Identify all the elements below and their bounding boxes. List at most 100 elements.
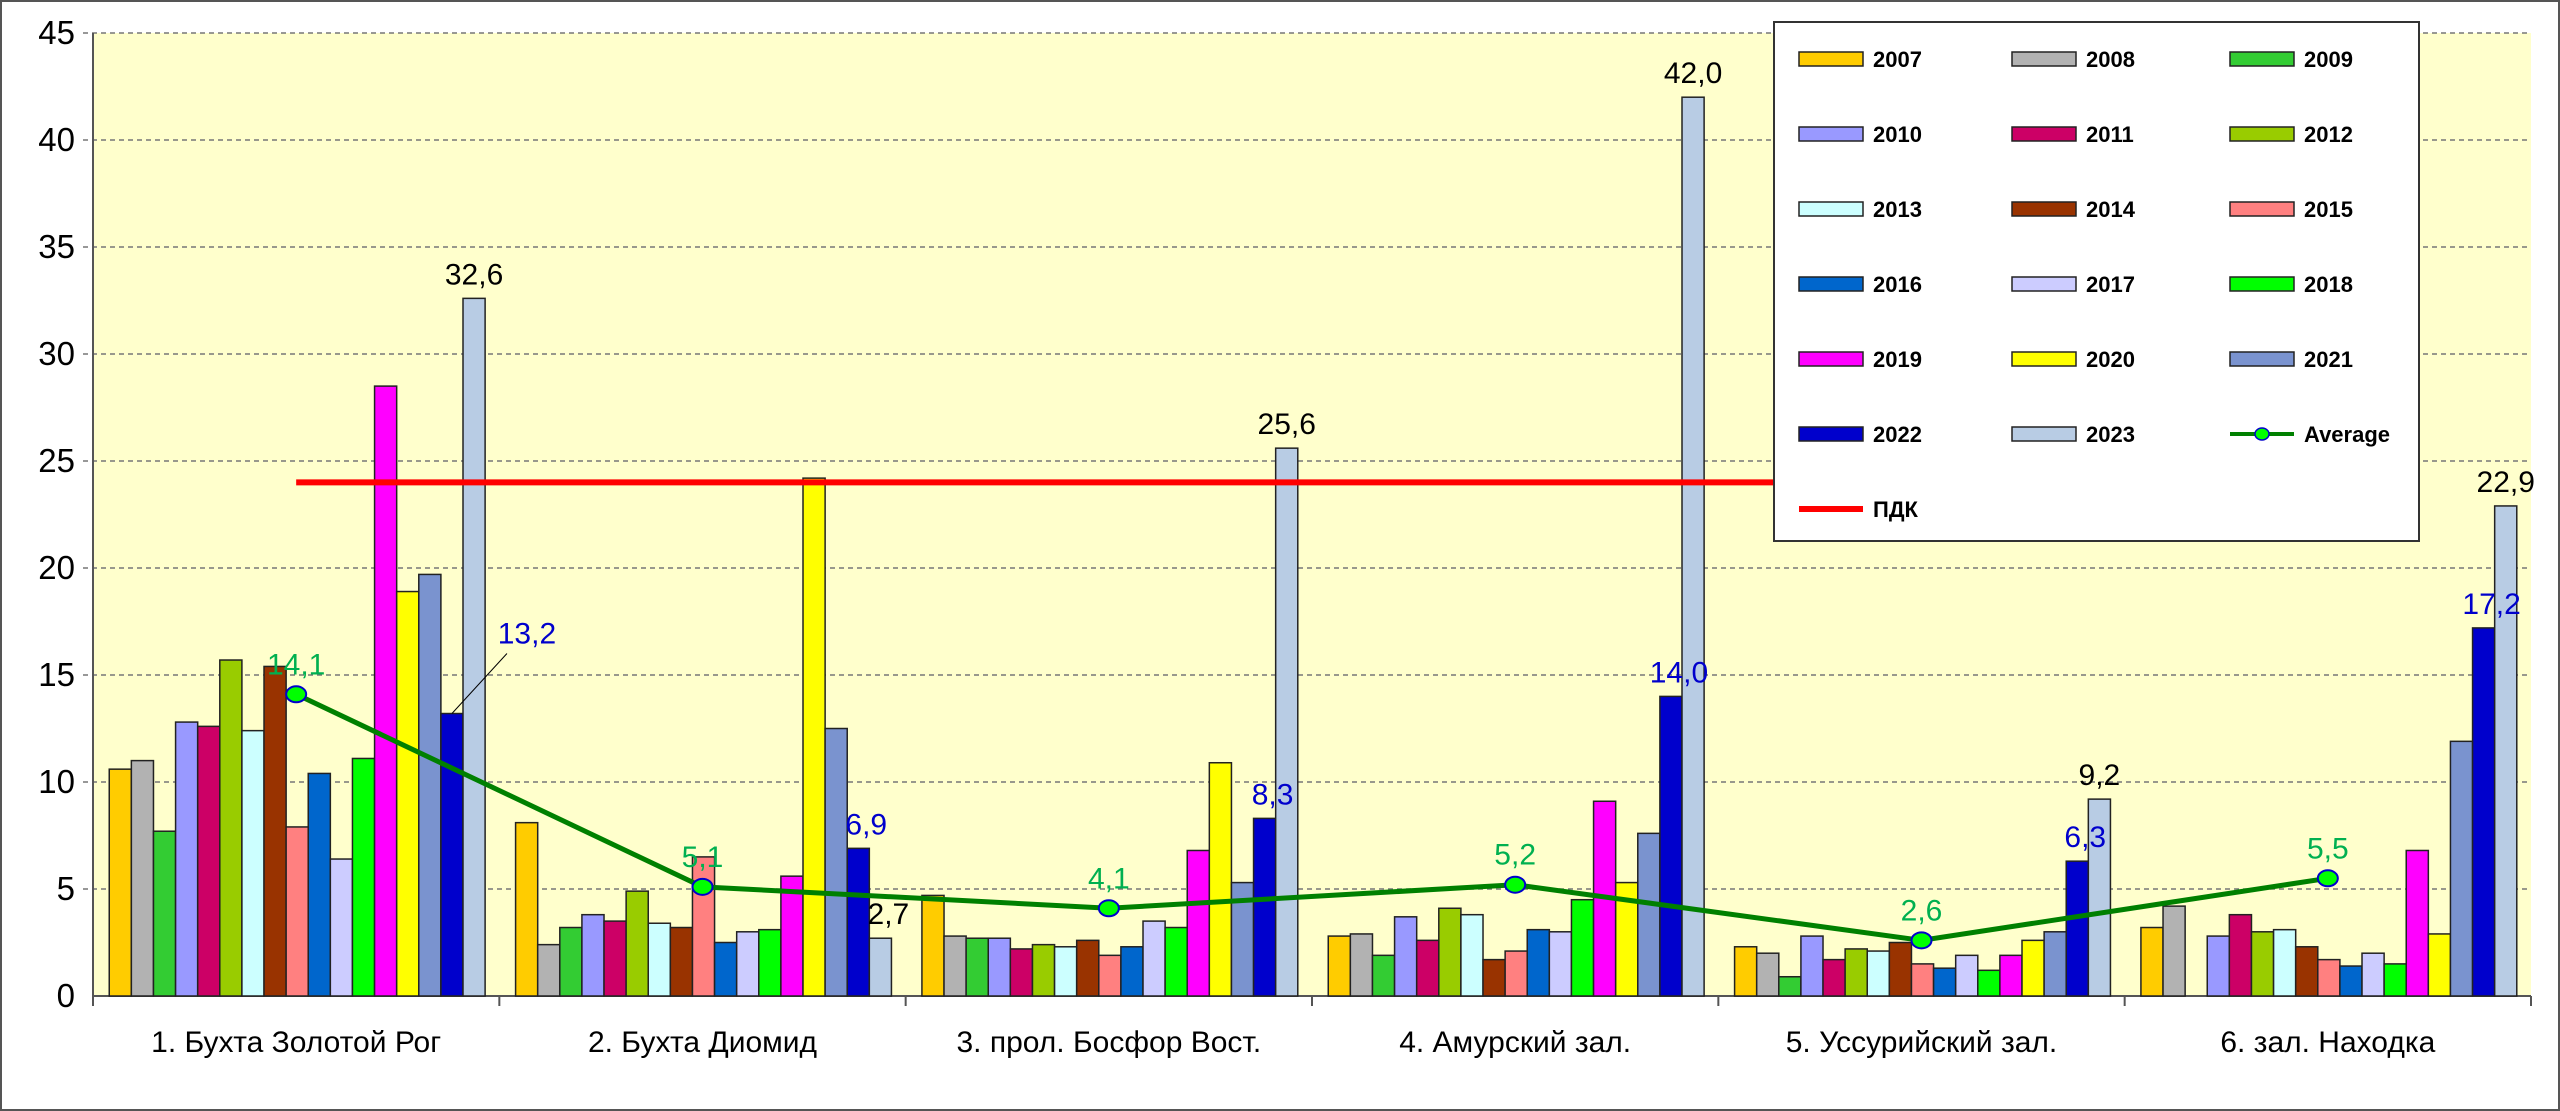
bar-2017 bbox=[329, 858, 354, 997]
bar-2013 bbox=[647, 922, 672, 997]
legend-label: 2018 bbox=[2304, 272, 2353, 297]
bar-2022 bbox=[440, 712, 464, 997]
bar-2009 bbox=[1778, 975, 1802, 997]
average-marker bbox=[1910, 931, 1933, 950]
data-label-2023: 25,6 bbox=[1258, 408, 1316, 441]
bar-2013 bbox=[241, 729, 265, 997]
bar-2020 bbox=[2427, 933, 2452, 997]
legend-label: 2023 bbox=[2086, 422, 2135, 447]
bar-2014 bbox=[1482, 958, 1506, 997]
bar-2016 bbox=[1526, 928, 1551, 997]
bar-2023 bbox=[868, 937, 893, 997]
label-leader-line bbox=[451, 653, 508, 714]
legend-label: 2010 bbox=[1873, 122, 1922, 147]
legend-swatch-2019 bbox=[1798, 351, 1864, 367]
average-data-label: 14,1 bbox=[267, 648, 325, 681]
bar-2022 bbox=[1659, 695, 1683, 997]
x-tick-label: 4. Амурский зал. bbox=[1399, 1026, 1631, 1059]
data-label-2023: 9,2 bbox=[2079, 759, 2121, 792]
average-data-label: 2,6 bbox=[1901, 894, 1943, 927]
bar-2023 bbox=[1274, 447, 1299, 997]
bar-2009 bbox=[152, 830, 177, 997]
average-data-label: 5,5 bbox=[2307, 832, 2349, 865]
bar-2018 bbox=[351, 757, 376, 997]
bar-2019 bbox=[1186, 849, 1211, 997]
bar-2014 bbox=[669, 926, 694, 997]
bar-2023 bbox=[1681, 96, 1705, 997]
average-marker bbox=[691, 877, 714, 896]
bar-2012 bbox=[1031, 943, 1056, 997]
bar-2009 bbox=[559, 926, 583, 997]
bar-2010 bbox=[2206, 935, 2231, 997]
bar-2015 bbox=[2317, 958, 2341, 997]
bar-2008 bbox=[943, 935, 967, 997]
bar-2008 bbox=[1349, 933, 1374, 997]
bar-2013 bbox=[1866, 950, 1891, 997]
legend-swatch-2018 bbox=[2229, 276, 2295, 292]
bar-2016 bbox=[1932, 967, 1957, 997]
x-tick-label: 5. Уссурийский зал. bbox=[1786, 1026, 2058, 1059]
bar-2015 bbox=[1504, 950, 1528, 997]
legend-label: 2020 bbox=[2086, 347, 2135, 372]
y-tick-label: 45 bbox=[38, 14, 75, 51]
bar-2015 bbox=[285, 826, 309, 997]
bar-2016 bbox=[1120, 946, 1144, 997]
average-marker bbox=[1504, 875, 1527, 894]
bar-2014 bbox=[263, 665, 287, 997]
legend-label: 2016 bbox=[1873, 272, 1922, 297]
y-tick-label: 0 bbox=[57, 977, 75, 1014]
bar-2008 bbox=[536, 943, 561, 997]
legend-swatch-2021 bbox=[2229, 351, 2295, 367]
bar-2008 bbox=[1755, 952, 1780, 997]
legend-swatch-2015 bbox=[2229, 201, 2295, 217]
bar-2020 bbox=[395, 590, 420, 997]
legend-swatch-2016 bbox=[1798, 276, 1864, 292]
average-line bbox=[295, 692, 2329, 943]
data-label-2022: 17,2 bbox=[2462, 588, 2520, 621]
legend-swatch-2014 bbox=[2011, 201, 2077, 217]
legend-label: 2009 bbox=[2304, 47, 2353, 72]
bar-2021 bbox=[2043, 931, 2067, 997]
data-label-2022: 13,2 bbox=[498, 618, 556, 651]
bar-2007 bbox=[921, 894, 945, 997]
bar-2018 bbox=[1977, 969, 2001, 997]
bar-2012 bbox=[2250, 931, 2275, 997]
bar-2011 bbox=[1822, 958, 1846, 997]
bar-2013 bbox=[1460, 913, 1484, 997]
bar-2020 bbox=[2021, 939, 2045, 997]
bar-2011 bbox=[2228, 913, 2253, 997]
average-data-label: 5,1 bbox=[682, 841, 724, 874]
bar-2023 bbox=[2087, 798, 2112, 997]
bar-2018 bbox=[1164, 926, 1188, 997]
bar-2010 bbox=[581, 913, 605, 997]
bar-2018 bbox=[2383, 963, 2407, 997]
bar-2018 bbox=[758, 928, 782, 997]
legend-label: 2011 bbox=[2086, 122, 2134, 147]
y-tick-label: 15 bbox=[38, 656, 75, 693]
y-tick-label: 20 bbox=[38, 549, 75, 586]
legend-label: 2017 bbox=[2086, 272, 2135, 297]
bar-2019 bbox=[1999, 954, 2023, 997]
legend-swatch-2011 bbox=[2011, 126, 2077, 142]
bar-2007 bbox=[1327, 935, 1352, 997]
bar-2011 bbox=[1009, 948, 1034, 997]
bar-2021 bbox=[1637, 832, 1661, 997]
bar-2018 bbox=[1570, 898, 1595, 997]
y-tick-label: 5 bbox=[57, 870, 75, 907]
bar-2020 bbox=[802, 477, 826, 997]
data-label-2022: 6,9 bbox=[845, 808, 887, 841]
y-tick-label: 40 bbox=[38, 121, 75, 158]
bar-2021 bbox=[2449, 740, 2474, 997]
y-tick-label: 25 bbox=[38, 442, 75, 479]
legend-label: Average bbox=[2304, 422, 2390, 447]
average-data-label: 4,1 bbox=[1088, 862, 1130, 895]
bar-2016 bbox=[713, 941, 738, 997]
x-tick-label: 2. Бухта Диомид bbox=[588, 1026, 817, 1059]
bar-2023 bbox=[462, 297, 486, 997]
bar-2020 bbox=[1208, 761, 1233, 997]
bar-2017 bbox=[1142, 920, 1166, 997]
bar-2011 bbox=[603, 920, 627, 997]
bar-2022 bbox=[1252, 817, 1277, 997]
bar-2012 bbox=[219, 659, 243, 997]
